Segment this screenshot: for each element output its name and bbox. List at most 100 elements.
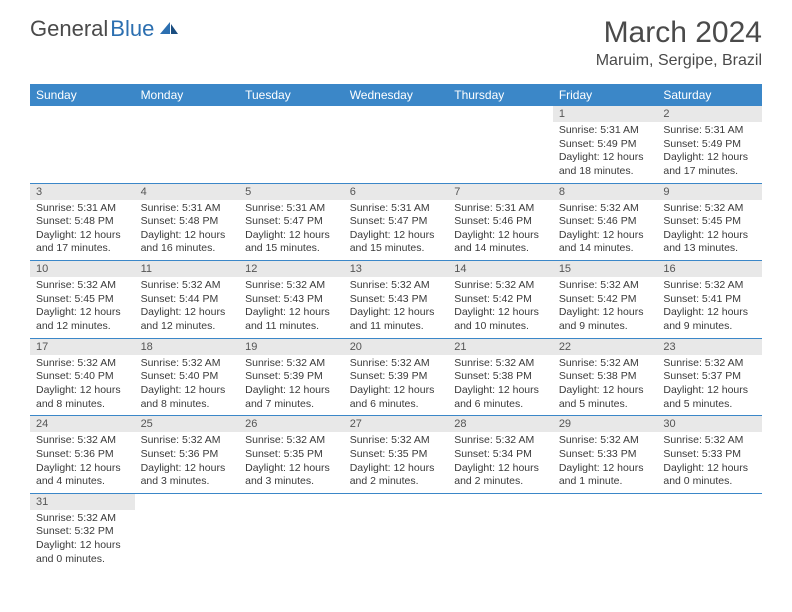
daylight-line: Daylight: 12 hours and 11 minutes. (350, 306, 443, 333)
calendar-cell (553, 493, 658, 570)
calendar-cell: 29Sunrise: 5:32 AMSunset: 5:33 PMDayligh… (553, 416, 658, 494)
calendar-cell: 20Sunrise: 5:32 AMSunset: 5:39 PMDayligh… (344, 338, 449, 416)
sunset-line: Sunset: 5:49 PM (663, 138, 756, 152)
daylight-line: Daylight: 12 hours and 18 minutes. (559, 151, 652, 178)
sunrise-line: Sunrise: 5:32 AM (663, 202, 756, 216)
month-title: March 2024 (596, 16, 762, 50)
daylight-line: Daylight: 12 hours and 3 minutes. (245, 462, 338, 489)
sunrise-line: Sunrise: 5:31 AM (663, 124, 756, 138)
day-content: Sunrise: 5:32 AMSunset: 5:39 PMDaylight:… (344, 355, 449, 416)
sunset-line: Sunset: 5:39 PM (245, 370, 338, 384)
day-number: 17 (30, 339, 135, 355)
day-content: Sunrise: 5:32 AMSunset: 5:37 PMDaylight:… (657, 355, 762, 416)
daylight-line: Daylight: 12 hours and 15 minutes. (245, 229, 338, 256)
sunrise-line: Sunrise: 5:32 AM (36, 434, 129, 448)
calendar-cell: 19Sunrise: 5:32 AMSunset: 5:39 PMDayligh… (239, 338, 344, 416)
day-content: Sunrise: 5:32 AMSunset: 5:40 PMDaylight:… (135, 355, 240, 416)
sunset-line: Sunset: 5:47 PM (245, 215, 338, 229)
sunrise-line: Sunrise: 5:32 AM (559, 434, 652, 448)
sunset-line: Sunset: 5:44 PM (141, 293, 234, 307)
day-number: 6 (344, 184, 449, 200)
day-content: Sunrise: 5:31 AMSunset: 5:49 PMDaylight:… (553, 122, 658, 183)
day-number: 7 (448, 184, 553, 200)
daylight-line: Daylight: 12 hours and 14 minutes. (559, 229, 652, 256)
daylight-line: Daylight: 12 hours and 2 minutes. (454, 462, 547, 489)
day-number: 30 (657, 416, 762, 432)
sunrise-line: Sunrise: 5:32 AM (350, 434, 443, 448)
logo-text-gray: General (30, 16, 108, 42)
day-number: 29 (553, 416, 658, 432)
calendar-cell (344, 493, 449, 570)
calendar-row: 17Sunrise: 5:32 AMSunset: 5:40 PMDayligh… (30, 338, 762, 416)
header: GeneralBlue March 2024 Maruim, Sergipe, … (0, 0, 792, 78)
day-number: 12 (239, 261, 344, 277)
sunset-line: Sunset: 5:33 PM (559, 448, 652, 462)
day-content: Sunrise: 5:32 AMSunset: 5:46 PMDaylight:… (553, 200, 658, 261)
calendar-cell: 1Sunrise: 5:31 AMSunset: 5:49 PMDaylight… (553, 106, 658, 183)
weekday-header: Tuesday (239, 84, 344, 106)
calendar-cell: 3Sunrise: 5:31 AMSunset: 5:48 PMDaylight… (30, 183, 135, 261)
day-number: 1 (553, 106, 658, 122)
sunset-line: Sunset: 5:42 PM (559, 293, 652, 307)
daylight-line: Daylight: 12 hours and 17 minutes. (36, 229, 129, 256)
sunrise-line: Sunrise: 5:32 AM (141, 279, 234, 293)
daylight-line: Daylight: 12 hours and 0 minutes. (663, 462, 756, 489)
calendar-table: Sunday Monday Tuesday Wednesday Thursday… (30, 84, 762, 570)
calendar-body: 1Sunrise: 5:31 AMSunset: 5:49 PMDaylight… (30, 106, 762, 570)
day-number: 20 (344, 339, 449, 355)
weekday-header: Monday (135, 84, 240, 106)
daylight-line: Daylight: 12 hours and 13 minutes. (663, 229, 756, 256)
sunset-line: Sunset: 5:35 PM (245, 448, 338, 462)
daylight-line: Daylight: 12 hours and 5 minutes. (559, 384, 652, 411)
calendar-cell: 27Sunrise: 5:32 AMSunset: 5:35 PMDayligh… (344, 416, 449, 494)
sunset-line: Sunset: 5:45 PM (663, 215, 756, 229)
sunrise-line: Sunrise: 5:32 AM (559, 357, 652, 371)
sunset-line: Sunset: 5:47 PM (350, 215, 443, 229)
day-content: Sunrise: 5:31 AMSunset: 5:47 PMDaylight:… (344, 200, 449, 261)
calendar-cell: 11Sunrise: 5:32 AMSunset: 5:44 PMDayligh… (135, 261, 240, 339)
calendar-cell: 6Sunrise: 5:31 AMSunset: 5:47 PMDaylight… (344, 183, 449, 261)
calendar-row: 10Sunrise: 5:32 AMSunset: 5:45 PMDayligh… (30, 261, 762, 339)
day-number: 19 (239, 339, 344, 355)
day-content: Sunrise: 5:32 AMSunset: 5:42 PMDaylight:… (448, 277, 553, 338)
daylight-line: Daylight: 12 hours and 14 minutes. (454, 229, 547, 256)
sunset-line: Sunset: 5:38 PM (559, 370, 652, 384)
daylight-line: Daylight: 12 hours and 10 minutes. (454, 306, 547, 333)
calendar-cell: 12Sunrise: 5:32 AMSunset: 5:43 PMDayligh… (239, 261, 344, 339)
day-number: 5 (239, 184, 344, 200)
sunrise-line: Sunrise: 5:32 AM (663, 279, 756, 293)
calendar-cell (657, 493, 762, 570)
calendar-cell (135, 493, 240, 570)
day-content: Sunrise: 5:32 AMSunset: 5:44 PMDaylight:… (135, 277, 240, 338)
sunset-line: Sunset: 5:38 PM (454, 370, 547, 384)
daylight-line: Daylight: 12 hours and 6 minutes. (350, 384, 443, 411)
daylight-line: Daylight: 12 hours and 12 minutes. (36, 306, 129, 333)
calendar-cell (239, 493, 344, 570)
calendar-cell: 31Sunrise: 5:32 AMSunset: 5:32 PMDayligh… (30, 493, 135, 570)
calendar-cell: 21Sunrise: 5:32 AMSunset: 5:38 PMDayligh… (448, 338, 553, 416)
sunset-line: Sunset: 5:36 PM (141, 448, 234, 462)
day-number: 2 (657, 106, 762, 122)
daylight-line: Daylight: 12 hours and 6 minutes. (454, 384, 547, 411)
day-content: Sunrise: 5:32 AMSunset: 5:36 PMDaylight:… (30, 432, 135, 493)
daylight-line: Daylight: 12 hours and 2 minutes. (350, 462, 443, 489)
calendar-cell: 26Sunrise: 5:32 AMSunset: 5:35 PMDayligh… (239, 416, 344, 494)
calendar-cell: 4Sunrise: 5:31 AMSunset: 5:48 PMDaylight… (135, 183, 240, 261)
calendar-cell: 22Sunrise: 5:32 AMSunset: 5:38 PMDayligh… (553, 338, 658, 416)
calendar-cell (448, 493, 553, 570)
calendar-row: 1Sunrise: 5:31 AMSunset: 5:49 PMDaylight… (30, 106, 762, 183)
day-number: 13 (344, 261, 449, 277)
calendar-cell: 28Sunrise: 5:32 AMSunset: 5:34 PMDayligh… (448, 416, 553, 494)
calendar-row: 24Sunrise: 5:32 AMSunset: 5:36 PMDayligh… (30, 416, 762, 494)
calendar-cell: 9Sunrise: 5:32 AMSunset: 5:45 PMDaylight… (657, 183, 762, 261)
sunrise-line: Sunrise: 5:32 AM (663, 434, 756, 448)
sunset-line: Sunset: 5:36 PM (36, 448, 129, 462)
sunset-line: Sunset: 5:48 PM (36, 215, 129, 229)
day-content: Sunrise: 5:32 AMSunset: 5:33 PMDaylight:… (657, 432, 762, 493)
sunset-line: Sunset: 5:41 PM (663, 293, 756, 307)
day-number: 11 (135, 261, 240, 277)
day-content: Sunrise: 5:31 AMSunset: 5:49 PMDaylight:… (657, 122, 762, 183)
calendar-cell: 2Sunrise: 5:31 AMSunset: 5:49 PMDaylight… (657, 106, 762, 183)
day-content: Sunrise: 5:32 AMSunset: 5:34 PMDaylight:… (448, 432, 553, 493)
calendar-cell: 24Sunrise: 5:32 AMSunset: 5:36 PMDayligh… (30, 416, 135, 494)
